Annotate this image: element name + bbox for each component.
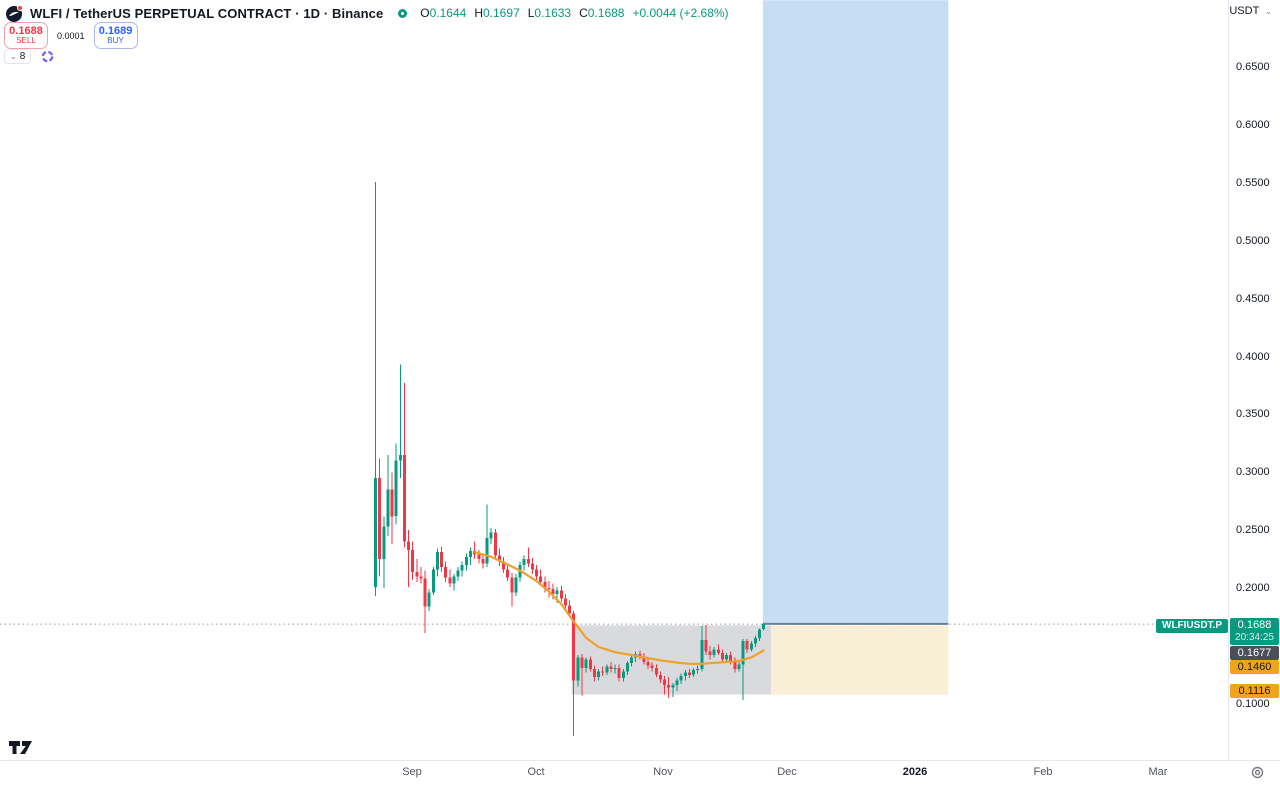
time-tick-label: 2026 bbox=[902, 766, 928, 778]
symbol-title[interactable]: WLFI / TetherUS PERPETUAL CONTRACT · 1D … bbox=[30, 5, 384, 21]
bar-countdown: 20:34:25 bbox=[1235, 632, 1274, 643]
buy-label: BUY bbox=[107, 36, 124, 46]
price-tick-label: 0.3500 bbox=[1236, 408, 1270, 421]
currency-label: USDT bbox=[1229, 5, 1260, 17]
time-axis[interactable]: Sep Oct Nov Dec 2026 Feb Mar bbox=[0, 761, 1280, 785]
price-tick-label: 0.4000 bbox=[1236, 350, 1270, 363]
chevron-down-icon: ⌄ bbox=[1265, 6, 1272, 16]
symbol-logo-icon bbox=[6, 4, 23, 22]
buy-button[interactable]: 0.1689 BUY bbox=[93, 22, 138, 49]
spread-value: 0.0001 bbox=[57, 30, 85, 41]
trade-buttons: 0.1688 SELL 0.0001 0.1689 BUY bbox=[4, 22, 138, 49]
chart-header: WLFI / TetherUS PERPETUAL CONTRACT · 1D … bbox=[6, 4, 729, 22]
price-tick-label: 0.4500 bbox=[1236, 292, 1270, 305]
ma-line[interactable] bbox=[473, 550, 765, 665]
candles-series bbox=[374, 181, 766, 737]
level-badge-box-top: 0.1677 bbox=[1230, 646, 1279, 660]
price-tick-label: 0.2500 bbox=[1236, 524, 1270, 537]
time-tick-label: Dec bbox=[777, 766, 797, 778]
highlight-zone[interactable] bbox=[762, 0, 949, 624]
market-status-icon[interactable] bbox=[398, 8, 408, 18]
level-badge-box-bottom: 0.1116 bbox=[1230, 684, 1279, 698]
change-value: +0.0044 (+2.68%) bbox=[632, 6, 729, 20]
time-tick-label: Nov bbox=[653, 766, 673, 778]
price-tick-label: 0.6000 bbox=[1236, 119, 1270, 132]
chart-canvas[interactable] bbox=[0, 0, 1228, 760]
sell-price: 0.1688 bbox=[9, 24, 43, 37]
buy-price: 0.1689 bbox=[98, 24, 133, 37]
time-tick-label: Sep bbox=[402, 766, 422, 778]
time-tick-label: Mar bbox=[1148, 766, 1168, 778]
close-value: 0.1688 bbox=[587, 6, 625, 20]
price-tick-label: 0.1000 bbox=[1236, 697, 1270, 710]
sell-button[interactable]: 0.1688 SELL bbox=[4, 22, 48, 49]
sell-label: SELL bbox=[16, 36, 36, 46]
auto-refresh-icon[interactable] bbox=[41, 50, 54, 63]
time-tick-label: Oct bbox=[527, 766, 545, 778]
price-tick-label: 0.6500 bbox=[1236, 61, 1270, 74]
low-value: 0.1633 bbox=[534, 6, 572, 20]
ohlc-values: O0.1644 H0.1697 L0.1633 C0.1688 +0.0044 … bbox=[420, 6, 729, 20]
chevron-down-icon: ⌄ bbox=[10, 52, 17, 61]
level-badge-ma: 0.1460 bbox=[1230, 660, 1279, 674]
price-tick-label: 0.5500 bbox=[1236, 177, 1270, 190]
open-value: 0.1644 bbox=[429, 6, 467, 20]
chart-tools-row: ⌄ 8 bbox=[4, 49, 54, 64]
time-axis-separator bbox=[0, 760, 1280, 761]
current-price-badge: 0.1688 20:34:25 bbox=[1230, 618, 1279, 645]
bars-pattern-widget[interactable]: ⌄ 8 bbox=[4, 49, 32, 64]
symbol-price-tag: WLFIUSDT.P bbox=[1156, 619, 1228, 633]
high-value: 0.1697 bbox=[483, 6, 520, 20]
bars-count: 8 bbox=[19, 51, 26, 62]
currency-dropdown[interactable]: USDT ⌄ bbox=[1229, 5, 1272, 17]
time-tick-label: Feb bbox=[1033, 766, 1053, 778]
tradingview-logo[interactable] bbox=[8, 738, 38, 756]
scroll-to-recent-icon[interactable] bbox=[1251, 766, 1264, 779]
price-tick-label: 0.3000 bbox=[1236, 466, 1270, 479]
price-tick-label: 0.5000 bbox=[1236, 234, 1270, 247]
price-axis-separator bbox=[1228, 0, 1229, 760]
price-axis[interactable]: 0.1688 20:34:25 0.1677 0.1460 0.1116 0.6… bbox=[1229, 0, 1280, 760]
projection-box[interactable] bbox=[770, 625, 949, 695]
price-tick-label: 0.2000 bbox=[1236, 582, 1270, 594]
